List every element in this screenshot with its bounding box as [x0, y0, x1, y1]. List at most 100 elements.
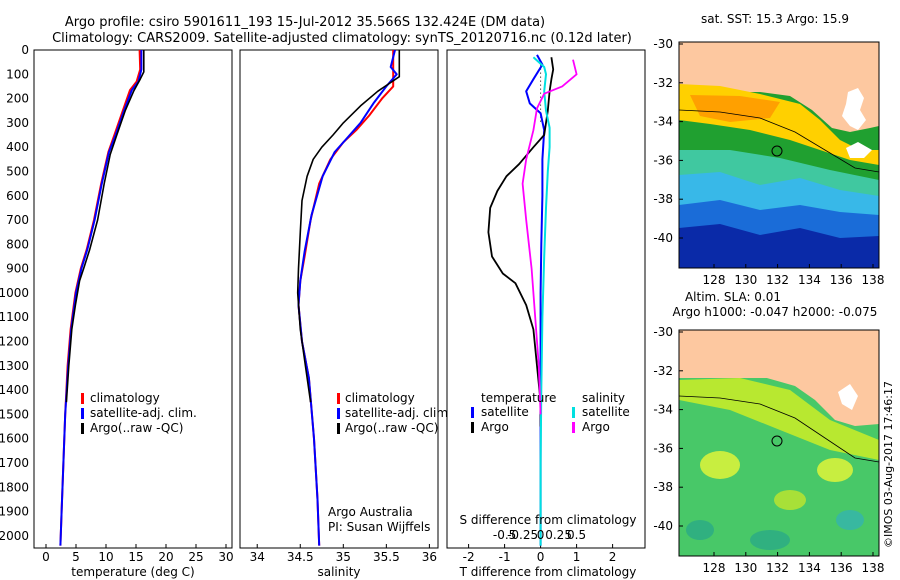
legend-label-climatology: climatology: [345, 391, 415, 405]
legend-swatch-sal-satellite: [572, 407, 575, 418]
lat-tick-label: -40: [653, 231, 673, 245]
depth-tick-label: 0: [21, 43, 29, 57]
sla-map-image: [679, 330, 879, 556]
institution-annotation: Argo Australia: [328, 505, 413, 519]
x-tick-label: -1: [499, 550, 511, 564]
series-line-salinity-satellite: [532, 56, 551, 546]
lon-tick-label: 136: [830, 273, 853, 287]
argo-location-marker: [771, 145, 783, 157]
lat-tick-label: -38: [653, 192, 673, 206]
x-tick-label: 1: [573, 550, 581, 564]
x-tick-label: 2: [609, 550, 617, 564]
figure-title-line2: Climatology: CARS2009. Satellite-adjuste…: [52, 31, 632, 46]
depth-tick-label: 100: [6, 67, 29, 81]
x-tick-label: 5: [72, 550, 80, 564]
lon-tick-label: 138: [862, 561, 885, 575]
depth-tick-label: 1000: [0, 286, 29, 300]
salinity-x-label: salinity: [317, 565, 360, 579]
x-tick-label: 15: [128, 550, 143, 564]
secondary-tick-label: 0.25: [545, 528, 572, 542]
argo-location-marker: [771, 435, 783, 447]
legend-title-temperature: temperature: [481, 391, 556, 405]
salinity-x-ticks: 34 34.5 35 35.5 36: [250, 544, 437, 564]
legend-label-sal-satellite: satellite: [582, 405, 630, 419]
depth-axis: 0 100 200 300 400 500 600 700 800 900 1000 1100 1200…: [0, 43, 451, 543]
depth-tick-label: 500: [6, 164, 29, 178]
depth-tick-label: 200: [6, 92, 29, 106]
lat-tick-label: -30: [653, 37, 673, 51]
x-tick-label: 36: [422, 550, 437, 564]
depth-tick-label: 1100: [0, 310, 29, 324]
legend-title-salinity: salinity: [582, 391, 625, 405]
depth-tick-label: 1700: [0, 456, 29, 470]
temperature-plot-frame: [33, 49, 233, 549]
legend-label-argo: Argo(..raw -QC): [90, 421, 183, 435]
salinity-diff-secondary-ticks: -0.5-0.250 0.250.5: [493, 528, 586, 542]
x-tick-label: 25: [188, 550, 203, 564]
temperature-series: [59, 50, 145, 546]
temperature-x-ticks: 0 5 10 15 20 25 30: [42, 544, 234, 564]
x-tick-label: 34.5: [287, 550, 314, 564]
lon-tick-label: 136: [830, 561, 853, 575]
legend-swatch-climatology: [81, 393, 84, 404]
lat-tick-label: -40: [653, 519, 673, 533]
depth-tick-label: 400: [6, 140, 29, 154]
secondary-tick-label: -0.25: [507, 528, 538, 542]
lon-tick-label: 134: [798, 561, 821, 575]
difference-legend: temperature satellite Argo salinity sate…: [471, 391, 630, 434]
legend-label-sal-argo: Argo: [582, 420, 610, 434]
x-tick-label: 35: [336, 550, 351, 564]
sla-map-panel: Altim. SLA: 0.01 Argo h1000: -0.047 h200…: [653, 290, 884, 575]
legend-swatch-temp-argo: [471, 422, 474, 433]
lon-tick-label: 134: [798, 273, 821, 287]
legend-swatch-climatology: [337, 393, 340, 404]
temperature-diff-x-label: T difference from climatology: [459, 565, 637, 579]
lat-tick-label: -38: [653, 480, 673, 494]
lon-tick-label: 130: [734, 273, 757, 287]
series-line-salinity-argo: [521, 59, 578, 415]
difference-plot-frame: [446, 49, 646, 549]
depth-tick-label: 800: [6, 237, 29, 251]
salinity-diff-axis-title: S difference from climatology: [460, 513, 637, 527]
depth-tick-label: 1900: [0, 505, 29, 519]
series-line-satellite-adj-clim-: [59, 50, 143, 546]
lat-tick-label: -34: [653, 403, 673, 417]
x-tick-label: 0: [537, 550, 545, 564]
x-tick-label: 34: [250, 550, 265, 564]
legend-label-temp-argo: Argo: [481, 420, 509, 434]
lat-tick-label: -36: [653, 441, 673, 455]
legend-swatch-satellite: [81, 408, 84, 419]
lat-tick-label: -30: [653, 325, 673, 339]
x-tick-label: 30: [218, 550, 233, 564]
legend-label-satellite: satellite-adj. clim.: [90, 406, 197, 420]
series-line-temperature-argo: [487, 57, 555, 427]
series-line-argo-raw-qc-: [296, 50, 401, 403]
x-tick-label: 10: [98, 550, 113, 564]
salinity-series: [296, 50, 401, 546]
depth-tick-label: 1400: [0, 383, 29, 397]
depth-tick-label: 1300: [0, 359, 29, 373]
figure-title-line1: Argo profile: csiro 5901611_193 15-Jul-2…: [65, 15, 545, 30]
lat-tick-label: -34: [653, 115, 673, 129]
x-tick-label: 0: [42, 550, 50, 564]
legend-label-climatology: climatology: [90, 391, 160, 405]
sla-map-subtitle: Argo h1000: -0.047 h2000: -0.075: [673, 305, 878, 319]
secondary-tick-label: 0.5: [567, 528, 586, 542]
temperature-legend: climatology satellite-adj. clim. Argo(..…: [81, 391, 197, 435]
secondary-tick-label: -0.5: [493, 528, 516, 542]
x-tick-label: -2: [463, 550, 475, 564]
sla-map-frame: [678, 329, 880, 557]
lon-tick-label: 128: [703, 273, 726, 287]
depth-tick-label: 300: [6, 116, 29, 130]
legend-swatch-argo: [81, 423, 84, 434]
depth-tick-label: 1500: [0, 407, 29, 421]
lat-tick-label: -36: [653, 153, 673, 167]
legend-swatch-temp-satellite: [471, 407, 474, 418]
sst-map-image: [679, 42, 879, 268]
legend-label-temp-satellite: satellite: [481, 405, 529, 419]
lon-tick-label: 138: [862, 273, 885, 287]
depth-tick-label: 2000: [0, 529, 29, 543]
secondary-tick-label: 0: [537, 528, 545, 542]
difference-panel: -2 -1 0 1 2 S difference from climatology -0…: [446, 49, 646, 579]
